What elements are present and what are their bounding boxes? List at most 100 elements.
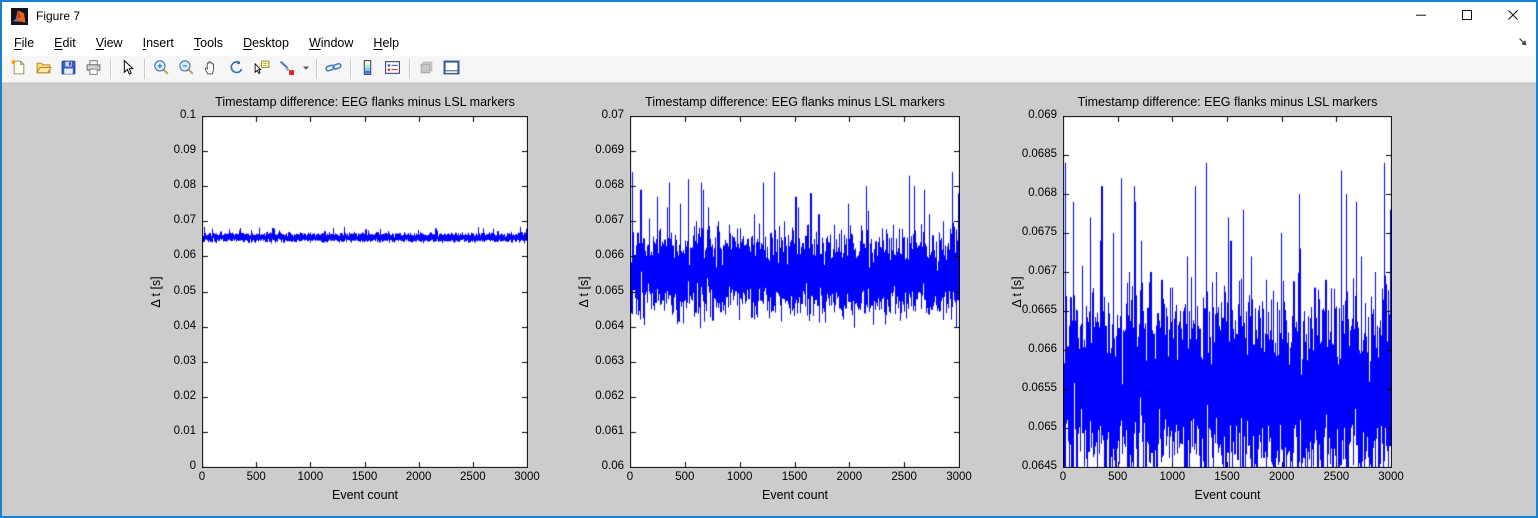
insert-legend-icon [384, 59, 401, 79]
menu-item-insert[interactable]: Insert [142, 36, 174, 50]
rotate-3d-button[interactable] [225, 58, 248, 81]
x-tick-label: 2000 [836, 471, 863, 483]
y-tick-label: 0.065 [1028, 421, 1057, 433]
y-tick-label: 0.01 [173, 424, 196, 437]
close-button[interactable] [1490, 2, 1536, 30]
data-cursor-button[interactable] [250, 58, 273, 81]
menu-item-help[interactable]: Help [373, 36, 400, 50]
x-tick-label: 500 [675, 471, 695, 483]
x-tick-label: 0 [1059, 471, 1067, 483]
brush-data-button[interactable] [275, 58, 298, 81]
x-axis-label: Event count [761, 488, 828, 502]
x-tick-label: 1500 [781, 471, 808, 483]
menu-bar: File Edit View Insert Tools Desktop Window Help [2, 30, 1536, 56]
zoom-out-icon [178, 59, 195, 79]
brush-data-icon [278, 59, 295, 79]
y-tick-label: 0.0675 [1021, 226, 1057, 238]
plot-canvas[interactable] [1063, 116, 1392, 468]
x-axis-label: Event count [1194, 488, 1261, 502]
y-tick-label: 0.065 [595, 284, 624, 297]
minimize-button[interactable] [1398, 2, 1444, 30]
insert-colorbar-button[interactable] [356, 58, 379, 81]
y-tick-label: 0.0685 [1021, 148, 1057, 160]
x-tick-label: 1000 [726, 471, 753, 483]
subplot-left: Timestamp difference: EEG flanks minus L… [149, 95, 540, 502]
new-figure-button[interactable] [7, 58, 30, 81]
y-tick-label: 0.06 [601, 460, 624, 472]
x-tick-label: 2500 [1323, 471, 1350, 483]
hide-plot-tools-icon [418, 59, 435, 79]
y-tick-label: 0.069 [595, 144, 624, 157]
menu-item-window[interactable]: Window [308, 36, 354, 50]
subplot-middle: Timestamp difference: EEG flanks minus L… [577, 95, 972, 502]
zoom-in-button[interactable] [150, 58, 173, 81]
print-figure-icon [85, 59, 102, 79]
hide-plot-tools-button [415, 58, 438, 81]
menu-item-tools[interactable]: Tools [193, 36, 224, 50]
brush-dropdown-button[interactable] [300, 58, 311, 81]
y-tick-label: 0.067 [595, 214, 624, 227]
link-plot-button[interactable] [322, 58, 345, 81]
maximize-button[interactable] [1444, 2, 1490, 30]
y-tick-label: 0.068 [1028, 187, 1057, 199]
matlab-logo-icon [11, 7, 28, 25]
save-figure-button[interactable] [57, 58, 80, 81]
dock-figure-icon [1517, 36, 1529, 51]
title-bar[interactable]: Figure 7 [2, 2, 1536, 30]
menu-item-edit[interactable]: Edit [54, 36, 76, 50]
x-tick-label: 500 [1108, 471, 1128, 483]
menu-item-file[interactable]: File [14, 36, 35, 50]
x-axis-label: Event count [331, 488, 398, 502]
toolbar-separator [350, 59, 351, 79]
y-tick-label: 0.03 [173, 354, 196, 367]
toolbar-separator [409, 59, 410, 79]
x-tick-label: 2500 [460, 471, 486, 483]
x-tick-label: 3000 [946, 471, 972, 483]
show-plot-tools-dock-icon [443, 59, 460, 79]
y-tick-label: 0.069 [1028, 109, 1057, 121]
plot-title: Timestamp difference: EEG flanks minus L… [645, 95, 945, 109]
y-tick-label: 0.061 [595, 424, 624, 437]
y-tick-label: 0.0665 [1021, 304, 1057, 316]
print-figure-button[interactable] [82, 58, 105, 81]
edit-plot-icon [119, 59, 136, 79]
y-tick-label: 0.05 [173, 284, 196, 297]
edit-plot-button[interactable] [116, 58, 139, 81]
plot-canvas[interactable] [630, 116, 960, 468]
pan-icon [203, 59, 220, 79]
x-tick-label: 1500 [1214, 471, 1240, 483]
minimize-icon [1415, 9, 1427, 24]
save-figure-icon [60, 59, 77, 79]
maximize-icon [1461, 9, 1473, 24]
open-file-button[interactable] [32, 58, 55, 81]
x-tick-label: 0 [198, 471, 206, 483]
open-file-icon [35, 59, 52, 79]
y-tick-label: 0.062 [595, 389, 624, 402]
y-tick-label: 0.066 [595, 249, 624, 262]
x-tick-label: 2000 [1268, 471, 1295, 483]
menu-item-view[interactable]: View [95, 36, 123, 50]
pan-button[interactable] [200, 58, 223, 81]
y-tick-label: 0.07 [173, 214, 196, 227]
plot-canvas[interactable] [202, 116, 528, 468]
x-tick-label: 1500 [351, 471, 378, 483]
x-tick-label: 3000 [1378, 471, 1404, 483]
y-tick-label: 0.08 [173, 179, 196, 192]
figure-canvas-area: Timestamp difference: EEG flanks minus L… [2, 83, 1536, 516]
insert-legend-button[interactable] [381, 58, 404, 81]
new-figure-icon [10, 59, 27, 79]
figure-toolbar [2, 56, 1536, 83]
menu-item-desktop[interactable]: Desktop [243, 36, 289, 50]
show-plot-tools-dock-button[interactable] [440, 58, 463, 81]
dock-figure-button[interactable] [1515, 35, 1531, 51]
window-title: Figure 7 [36, 9, 81, 23]
y-tick-label: 0.1 [180, 109, 196, 121]
x-tick-label: 1000 [297, 471, 324, 483]
y-tick-label: 0 [189, 460, 196, 472]
toolbar-separator [144, 59, 145, 79]
zoom-out-button[interactable] [175, 58, 198, 81]
y-tick-label: 0.066 [1028, 343, 1057, 355]
link-plot-icon [325, 59, 342, 79]
rotate-3d-icon [228, 59, 245, 79]
